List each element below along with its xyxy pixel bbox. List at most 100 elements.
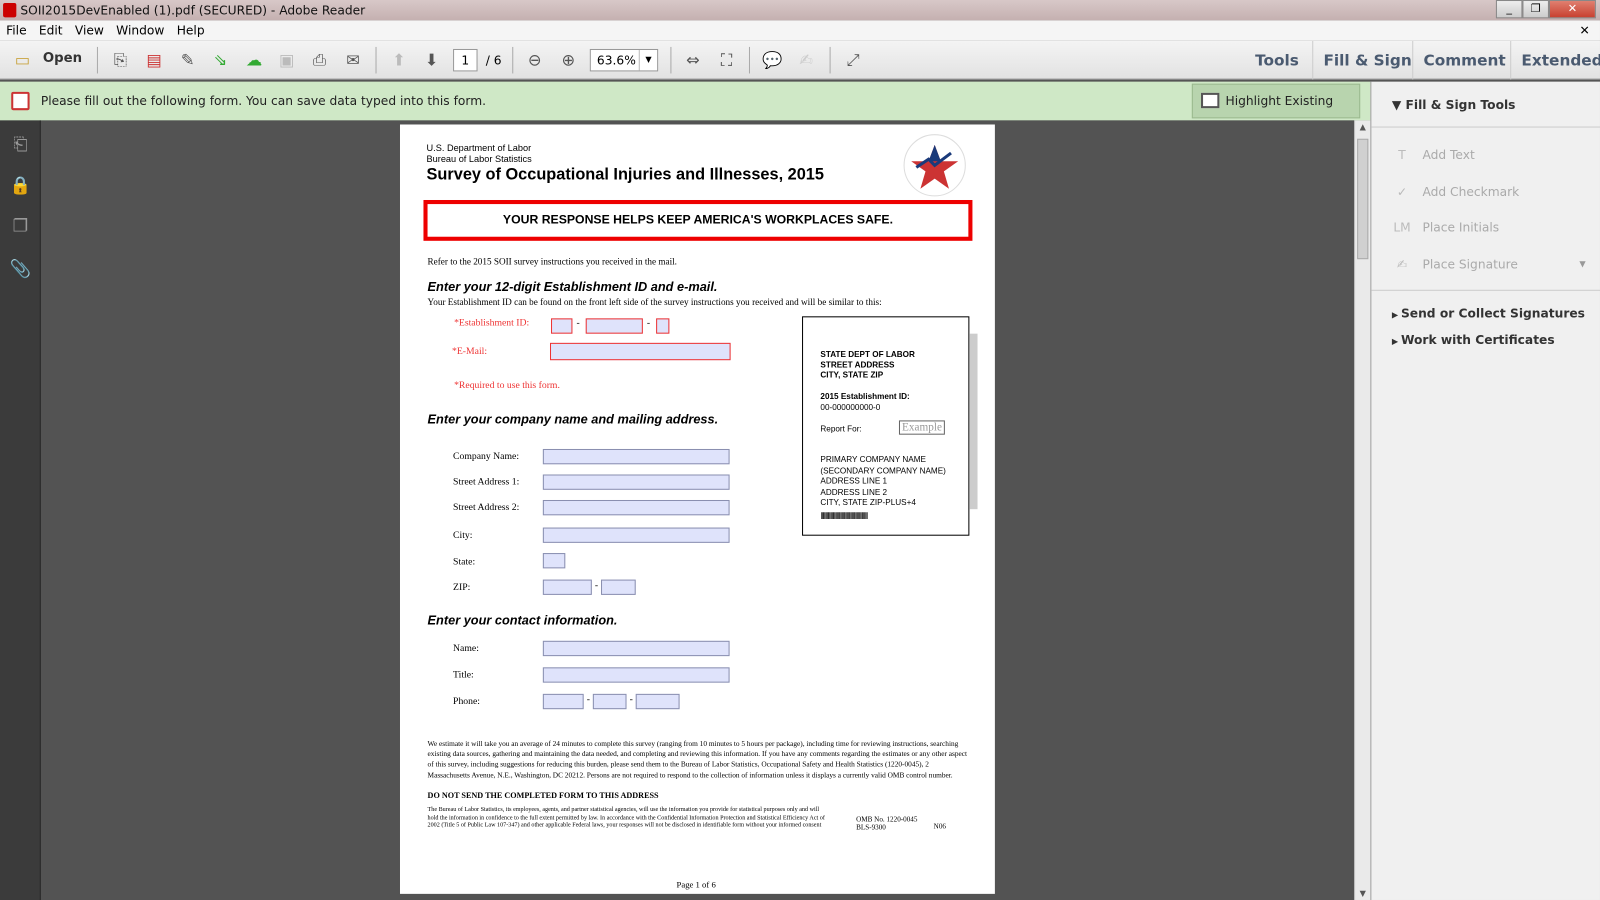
street-address-2-label: Street Address 2: — [453, 503, 520, 514]
form-icon — [11, 91, 30, 111]
menu-window[interactable]: Window — [116, 23, 165, 38]
open-folder-icon[interactable]: ⇘ — [213, 49, 228, 70]
street-address-2-field[interactable] — [542, 499, 730, 516]
zip-plus4-field[interactable] — [601, 579, 636, 595]
street-address-1-label: Street Address 1: — [453, 477, 520, 488]
restore-button[interactable]: ❐ — [1522, 0, 1549, 19]
minimize-button[interactable]: _ — [1495, 0, 1523, 19]
menu-bar: File Edit View Window Help ✕ — [0, 20, 1600, 41]
phone-area-field[interactable] — [542, 693, 584, 710]
email-field[interactable] — [549, 342, 731, 361]
fill-sign-pane: ▼ Fill & Sign Tools T Add Text ✓ Add Check… — [1370, 81, 1600, 900]
menu-view[interactable]: View — [74, 23, 104, 38]
zoom-out-icon[interactable]: ⊖ — [527, 49, 542, 70]
highlight-icon — [1201, 92, 1220, 109]
scrollbar-thumb[interactable] — [1357, 138, 1369, 260]
tab-extended[interactable]: Extended — [1510, 40, 1600, 80]
title-field[interactable] — [542, 667, 730, 683]
scroll-down-icon[interactable]: ▼ — [1359, 888, 1366, 898]
separator — [375, 46, 377, 74]
fill-sign-tools-header[interactable]: ▼ Fill & Sign Tools — [1392, 98, 1516, 112]
dash: - — [576, 318, 580, 329]
collapsed-triangle-icon: ▶ — [1391, 310, 1401, 320]
tab-fill-sign[interactable]: Fill & Sign — [1312, 40, 1422, 80]
comment-icon[interactable]: 💬 — [762, 49, 783, 70]
close-document-button[interactable]: ✕ — [1579, 23, 1590, 38]
survey-title: Survey of Occupational Injuries and Illn… — [426, 166, 824, 184]
pdf-page: U.S. Department of Labor Bureau of Labor… — [399, 124, 995, 894]
separator — [512, 46, 514, 74]
vertical-scrollbar[interactable]: ▲ ▼ — [1354, 120, 1371, 900]
email-icon[interactable]: ✉ — [346, 49, 360, 70]
previous-page-icon[interactable]: ⬆ — [392, 49, 406, 70]
pages-icon[interactable]: ❐ — [12, 216, 29, 237]
example-barcode: ||||||||||||||||||||||||||||||||||||||||… — [820, 512, 868, 520]
section-company: Enter your company name and mailing addr… — [427, 412, 719, 427]
phone-label: Phone: — [453, 696, 480, 708]
phone-line-field[interactable] — [635, 693, 680, 710]
menu-file[interactable]: File — [6, 23, 27, 38]
create-pdf-icon[interactable]: ⎘ — [113, 49, 127, 70]
separator — [670, 46, 672, 74]
menu-help[interactable]: Help — [176, 23, 205, 38]
street-address-1-field[interactable] — [542, 474, 730, 490]
zip-field[interactable] — [542, 579, 592, 595]
example-company-address: PRIMARY COMPANY NAME (SECONDARY COMPANY N… — [820, 455, 946, 508]
chevron-down-icon[interactable]: ▼ — [638, 49, 657, 71]
city-label: City: — [453, 530, 473, 541]
burden-statement: We estimate it will take you an average … — [427, 739, 968, 780]
send-collect-signatures[interactable]: ▶ Send or Collect Signatures — [1392, 306, 1585, 320]
cloud-upload-icon[interactable]: ☁ — [245, 49, 263, 70]
close-button[interactable]: ✕ — [1548, 0, 1596, 19]
page-total: / 6 — [485, 53, 502, 68]
chevron-down-icon[interactable]: ▼ — [1579, 259, 1586, 269]
print-icon[interactable]: ⎙ — [312, 49, 326, 70]
lock-icon[interactable]: 🔒 — [9, 175, 32, 196]
page-thumbnails-icon[interactable]: ⎗ — [13, 134, 28, 156]
establishment-id-part3[interactable] — [656, 318, 670, 334]
menu-edit[interactable]: Edit — [38, 23, 63, 38]
zoom-value: 63.6% — [596, 53, 636, 68]
zoom-select[interactable]: 63.6% ▼ — [589, 48, 659, 72]
place-initials-tool[interactable]: LM Place Initials — [1392, 217, 1499, 237]
highlight-text-icon[interactable]: ✍ — [799, 49, 813, 70]
company-name-field[interactable] — [542, 448, 730, 465]
tab-tools[interactable]: Tools — [1255, 51, 1299, 70]
form-code: N06 — [933, 822, 946, 831]
open-button[interactable]: Open — [42, 51, 83, 67]
title-bar: SOII2015DevEnabled (1).pdf (SECURED) - A… — [0, 0, 1600, 21]
add-text-tool[interactable]: T Add Text — [1392, 145, 1475, 165]
full-screen-icon[interactable]: ⤢ — [846, 49, 860, 70]
page-number-input[interactable]: 1 — [453, 48, 478, 72]
fit-page-icon[interactable]: ⛶ — [720, 49, 733, 70]
next-page-icon[interactable]: ⬇ — [424, 49, 439, 70]
edit-pdf-icon[interactable]: ▤ — [146, 49, 162, 70]
tool-label: Add Text — [1422, 147, 1475, 163]
city-field[interactable] — [542, 527, 730, 543]
establishment-id-part1[interactable] — [551, 318, 573, 334]
name-label: Name: — [453, 643, 479, 655]
state-field[interactable] — [542, 553, 566, 569]
attachment-icon[interactable]: 📎 — [9, 259, 32, 280]
sign-icon[interactable]: ✎ — [180, 49, 195, 70]
folder-icon[interactable]: ▭ — [14, 49, 31, 70]
do-not-send-notice: DO NOT SEND THE COMPLETED FORM TO THIS A… — [427, 790, 659, 800]
text-icon: T — [1398, 147, 1406, 163]
save-icon[interactable]: ▣ — [279, 49, 295, 70]
notification-text: Please fill out the following form. You … — [40, 93, 487, 109]
phone-prefix-field[interactable] — [592, 693, 627, 710]
dash: - — [646, 318, 651, 329]
name-field[interactable] — [542, 640, 730, 657]
highlight-fields-button[interactable]: Highlight Existing Fields — [1191, 83, 1361, 141]
tab-comment[interactable]: Comment — [1412, 40, 1516, 80]
zoom-in-icon[interactable]: ⊕ — [561, 49, 576, 70]
work-with-certificates[interactable]: ▶ Work with Certificates — [1392, 333, 1555, 347]
add-checkmark-tool[interactable]: ✓ Add Checkmark — [1392, 182, 1519, 202]
bureau: Bureau of Labor Statistics — [426, 154, 532, 165]
establishment-id-part2[interactable] — [585, 318, 643, 334]
scroll-up-icon[interactable]: ▲ — [1359, 122, 1366, 132]
checkmark-icon: ✓ — [1396, 184, 1408, 199]
fit-width-icon[interactable]: ⇔ — [686, 49, 700, 70]
place-signature-tool[interactable]: ✍ Place Signature ▼ — [1392, 254, 1586, 274]
window-title: SOII2015DevEnabled (1).pdf (SECURED) - A… — [20, 3, 366, 18]
